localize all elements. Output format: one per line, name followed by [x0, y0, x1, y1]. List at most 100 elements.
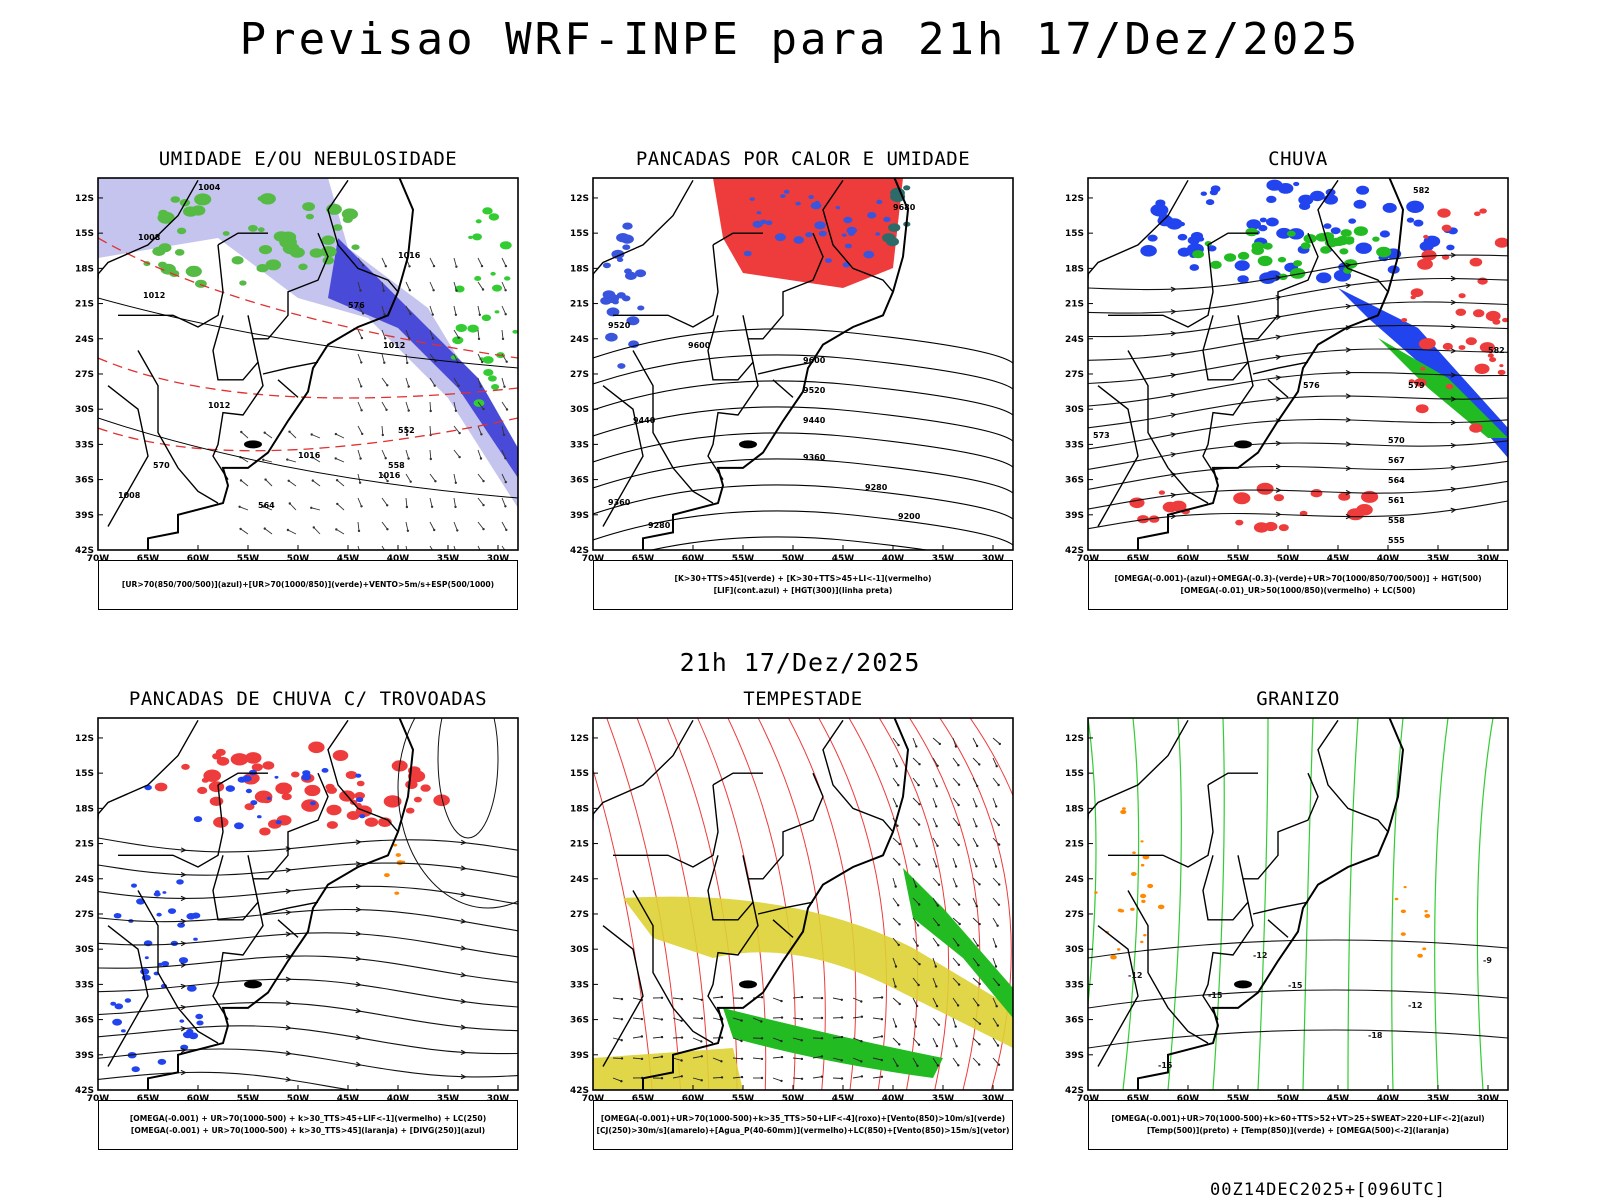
- wind-vector-head: [820, 1037, 824, 1040]
- wind-vector-head: [880, 1075, 884, 1078]
- wind-vector-head: [620, 997, 624, 1001]
- wind-850-area: [903, 868, 1013, 1018]
- omega-rain-south-cell: [1148, 515, 1160, 523]
- lat-tick-label: 18S: [1065, 804, 1084, 814]
- wind-vector-head: [480, 433, 483, 436]
- wind-vector: [477, 497, 484, 506]
- lat-tick-label: 30S: [570, 405, 589, 415]
- omega-strong-cells-cell: [1277, 256, 1287, 263]
- streamline-arrow: [1275, 511, 1282, 518]
- wind-vector: [381, 329, 386, 339]
- wind-vector-head: [935, 805, 938, 808]
- omega-rain-cells-cell: [1421, 249, 1437, 261]
- thunderstorm-cells-cell: [251, 763, 263, 772]
- lat-tick-label: 18S: [75, 804, 94, 814]
- streamline-arrow: [181, 1093, 186, 1097]
- humidity-low-cells-cell: [231, 256, 244, 265]
- omega-500-east-cell: [1424, 910, 1428, 913]
- lat-tick-label: 42S: [75, 546, 94, 556]
- wind-vector-head: [897, 743, 900, 747]
- omega-weak-cells-cell: [1356, 185, 1370, 195]
- wind-vector: [832, 1077, 843, 1079]
- lat-tick-label: 42S: [1065, 546, 1084, 556]
- omega-strong-cells-cell: [1204, 241, 1212, 247]
- wind-vector-head: [880, 996, 884, 999]
- wind-vector-head: [312, 526, 315, 529]
- political-border: [1243, 772, 1319, 880]
- wind-vector-head: [458, 455, 461, 459]
- thunderstorm-cells-cell: [197, 786, 208, 795]
- streamline-arrow: [1275, 440, 1282, 446]
- wind-vector: [240, 480, 249, 487]
- wind-vector-head: [454, 481, 457, 484]
- wind-vector: [992, 737, 1001, 745]
- wind-vector: [357, 329, 363, 339]
- wind-vector: [357, 257, 364, 266]
- temp-850-contour: [1122, 718, 1140, 1090]
- wind-vector-head: [740, 997, 744, 1000]
- divergence-south-cell: [179, 1019, 185, 1023]
- wind-vector: [477, 545, 481, 550]
- wind-vector-head: [361, 312, 365, 315]
- wind-vector-head: [897, 943, 900, 947]
- map-layer: [593, 718, 1013, 1090]
- divergence-cells-cell: [301, 773, 311, 781]
- political-border: [748, 772, 824, 880]
- wind-vector-head: [978, 922, 981, 926]
- lon-tick-label: 70W: [87, 1094, 110, 1104]
- lat-tick-label: 30S: [75, 405, 94, 415]
- omega-rain-cells-cell: [1502, 317, 1508, 323]
- political-border: [217, 232, 268, 246]
- wind-vector: [612, 1077, 622, 1082]
- wind-vector: [992, 997, 998, 1007]
- humidity-low-cells-cell: [191, 205, 206, 216]
- lat-tick-label: 36S: [1065, 476, 1084, 486]
- wind-vector: [812, 1076, 822, 1079]
- lat-tick-label: 36S: [75, 476, 94, 486]
- wind-vector: [477, 521, 484, 530]
- wind-vector: [792, 1057, 802, 1060]
- omega-500-cells-cell: [1116, 948, 1121, 951]
- wind-vector-head: [432, 264, 436, 268]
- wind-vector: [405, 497, 408, 508]
- wind-vector-head: [409, 312, 412, 316]
- political-border: [137, 890, 219, 1044]
- wind-vector-head: [978, 1022, 982, 1025]
- divergence-south-cell: [140, 968, 150, 975]
- wind-vector-head: [504, 313, 507, 316]
- lifted-index-west-cell: [622, 244, 631, 250]
- wind-vector: [972, 897, 978, 907]
- panel-title: GRANIZO: [1256, 688, 1340, 710]
- divergence-south-cell: [186, 1028, 194, 1034]
- wind-vector-head: [720, 1076, 724, 1079]
- wind-vector-head: [620, 1039, 623, 1042]
- wind-vector: [772, 1077, 782, 1082]
- wind-vector: [932, 917, 939, 926]
- omega-weak-cells-cell: [1353, 199, 1367, 209]
- humidity-low-cells-east-cell: [475, 219, 482, 224]
- omega-rain-cells-cell: [1507, 334, 1508, 339]
- wind-vector: [952, 977, 960, 985]
- wind-vector: [453, 497, 456, 507]
- streamline-arrow: [285, 976, 292, 982]
- wind-vector-head: [760, 1076, 764, 1080]
- wind-vector-head: [880, 1018, 884, 1021]
- wind-vector: [712, 1057, 722, 1062]
- lifted-index-west-cell: [605, 332, 618, 342]
- political-border: [822, 719, 894, 833]
- wind-vector: [429, 497, 433, 507]
- omega-weak-cells-cell: [1187, 236, 1200, 245]
- temp-850-contour: [1257, 718, 1269, 1090]
- legend-line: [CJ(250)>30m/s](amarelo)+[Agua_P(40-60mm…: [596, 1126, 1010, 1135]
- omega-rain-cells-cell: [1497, 369, 1506, 376]
- omega-rain-south-cell: [1170, 500, 1187, 512]
- panel-legend: [OMEGA(-0.001)+UR>70(1000-500)+k>60+TTS>…: [1088, 1100, 1508, 1150]
- contour-label: 558: [1388, 516, 1405, 525]
- wind-vector: [992, 757, 998, 767]
- omega-rain-cells-cell: [1479, 208, 1487, 214]
- humidity-low-cells-cell: [302, 202, 315, 212]
- lon-tick-label: 50W: [782, 554, 805, 564]
- wind-vector-head: [383, 313, 386, 316]
- omega-strong-cells-cell: [1293, 260, 1303, 267]
- lat-tick-label: 30S: [1065, 945, 1084, 955]
